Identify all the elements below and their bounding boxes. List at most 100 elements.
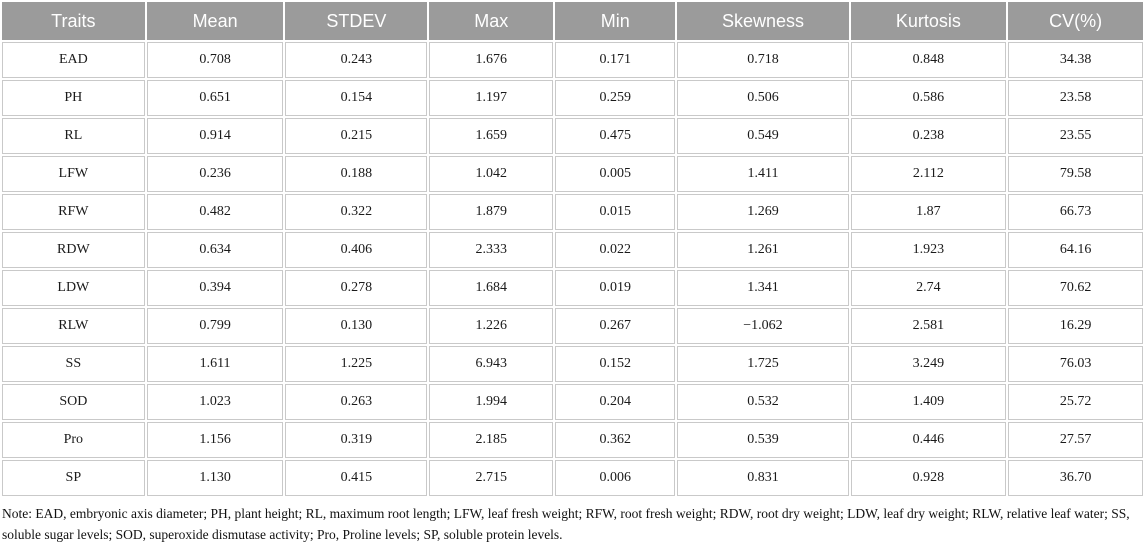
table-row: RDW 0.634 0.406 2.333 0.022 1.261 1.923 64.16 bbox=[2, 232, 1143, 268]
header-row: Traits Mean STDEV Max Min Skewness Kurto… bbox=[2, 2, 1143, 40]
value-cell: 1.023 bbox=[146, 384, 284, 420]
value-cell: 0.446 bbox=[850, 422, 1007, 458]
column-header-min: Min bbox=[555, 2, 676, 40]
value-cell: 64.16 bbox=[1008, 232, 1143, 268]
trait-cell: SOD bbox=[2, 384, 145, 420]
value-cell: 0.362 bbox=[555, 422, 676, 458]
value-cell: 0.267 bbox=[555, 308, 676, 344]
value-cell: 0.415 bbox=[285, 460, 428, 496]
value-cell: 23.55 bbox=[1008, 118, 1143, 154]
value-cell: 3.249 bbox=[850, 346, 1007, 382]
value-cell: 0.708 bbox=[146, 42, 284, 78]
value-cell: 1.994 bbox=[429, 384, 554, 420]
value-cell: 16.29 bbox=[1008, 308, 1143, 344]
value-cell: 0.634 bbox=[146, 232, 284, 268]
value-cell: 0.006 bbox=[555, 460, 676, 496]
column-header-traits: Traits bbox=[2, 2, 145, 40]
trait-cell: SS bbox=[2, 346, 145, 382]
value-cell: 76.03 bbox=[1008, 346, 1143, 382]
table-row: PH 0.651 0.154 1.197 0.259 0.506 0.586 23.58 bbox=[2, 80, 1143, 116]
value-cell: 1.261 bbox=[677, 232, 849, 268]
value-cell: 27.57 bbox=[1008, 422, 1143, 458]
value-cell: 0.005 bbox=[555, 156, 676, 192]
value-cell: 0.215 bbox=[285, 118, 428, 154]
trait-cell: RL bbox=[2, 118, 145, 154]
value-cell: 2.581 bbox=[850, 308, 1007, 344]
value-cell: 25.72 bbox=[1008, 384, 1143, 420]
value-cell: 1.042 bbox=[429, 156, 554, 192]
value-cell: 0.651 bbox=[146, 80, 284, 116]
value-cell: 0.586 bbox=[850, 80, 1007, 116]
trait-cell: RLW bbox=[2, 308, 145, 344]
value-cell: 1.684 bbox=[429, 270, 554, 306]
value-cell: 23.58 bbox=[1008, 80, 1143, 116]
table-row: Pro 1.156 0.319 2.185 0.362 0.539 0.446 27.57 bbox=[2, 422, 1143, 458]
value-cell: 1.409 bbox=[850, 384, 1007, 420]
value-cell: 1.197 bbox=[429, 80, 554, 116]
trait-cell: LFW bbox=[2, 156, 145, 192]
value-cell: 0.831 bbox=[677, 460, 849, 496]
trait-cell: Pro bbox=[2, 422, 145, 458]
value-cell: 2.333 bbox=[429, 232, 554, 268]
value-cell: 0.532 bbox=[677, 384, 849, 420]
trait-cell: RFW bbox=[2, 194, 145, 230]
column-header-mean: Mean bbox=[146, 2, 284, 40]
value-cell: 0.322 bbox=[285, 194, 428, 230]
value-cell: 79.58 bbox=[1008, 156, 1143, 192]
value-cell: 1.411 bbox=[677, 156, 849, 192]
table-row: LDW 0.394 0.278 1.684 0.019 1.341 2.74 70.62 bbox=[2, 270, 1143, 306]
value-cell: 0.319 bbox=[285, 422, 428, 458]
value-cell: 2.185 bbox=[429, 422, 554, 458]
trait-cell: RDW bbox=[2, 232, 145, 268]
value-cell: 6.943 bbox=[429, 346, 554, 382]
trait-cell: EAD bbox=[2, 42, 145, 78]
value-cell: 0.799 bbox=[146, 308, 284, 344]
table-row: EAD 0.708 0.243 1.676 0.171 0.718 0.848 34.38 bbox=[2, 42, 1143, 78]
table-row: SS 1.611 1.225 6.943 0.152 1.725 3.249 76.03 bbox=[2, 346, 1143, 382]
column-header-cv: CV(%) bbox=[1008, 2, 1143, 40]
value-cell: 1.226 bbox=[429, 308, 554, 344]
value-cell: 0.015 bbox=[555, 194, 676, 230]
table-row: RL 0.914 0.215 1.659 0.475 0.549 0.238 23.55 bbox=[2, 118, 1143, 154]
value-cell: 1.225 bbox=[285, 346, 428, 382]
table-row: SP 1.130 0.415 2.715 0.006 0.831 0.928 36.70 bbox=[2, 460, 1143, 496]
value-cell: 1.269 bbox=[677, 194, 849, 230]
value-cell: 0.188 bbox=[285, 156, 428, 192]
value-cell: 0.914 bbox=[146, 118, 284, 154]
value-cell: 0.475 bbox=[555, 118, 676, 154]
value-cell: 1.725 bbox=[677, 346, 849, 382]
value-cell: 34.38 bbox=[1008, 42, 1143, 78]
column-header-max: Max bbox=[429, 2, 554, 40]
value-cell: 1.156 bbox=[146, 422, 284, 458]
value-cell: −1.062 bbox=[677, 308, 849, 344]
value-cell: 0.259 bbox=[555, 80, 676, 116]
table-row: RFW 0.482 0.322 1.879 0.015 1.269 1.87 66.73 bbox=[2, 194, 1143, 230]
value-cell: 0.506 bbox=[677, 80, 849, 116]
value-cell: 0.539 bbox=[677, 422, 849, 458]
value-cell: 0.022 bbox=[555, 232, 676, 268]
trait-cell: SP bbox=[2, 460, 145, 496]
value-cell: 0.019 bbox=[555, 270, 676, 306]
value-cell: 0.406 bbox=[285, 232, 428, 268]
table-row: RLW 0.799 0.130 1.226 0.267 −1.062 2.581 16.29 bbox=[2, 308, 1143, 344]
value-cell: 1.923 bbox=[850, 232, 1007, 268]
table-body: EAD 0.708 0.243 1.676 0.171 0.718 0.848 34.38 PH… bbox=[2, 42, 1143, 496]
value-cell: 0.152 bbox=[555, 346, 676, 382]
value-cell: 1.611 bbox=[146, 346, 284, 382]
value-cell: 2.715 bbox=[429, 460, 554, 496]
value-cell: 1.130 bbox=[146, 460, 284, 496]
trait-cell: PH bbox=[2, 80, 145, 116]
column-header-kurtosis: Kurtosis bbox=[850, 2, 1007, 40]
table-row: LFW 0.236 0.188 1.042 0.005 1.411 2.112 79.58 bbox=[2, 156, 1143, 192]
value-cell: 0.848 bbox=[850, 42, 1007, 78]
value-cell: 0.130 bbox=[285, 308, 428, 344]
value-cell: 0.549 bbox=[677, 118, 849, 154]
table-row: SOD 1.023 0.263 1.994 0.204 0.532 1.409 25.72 bbox=[2, 384, 1143, 420]
value-cell: 0.243 bbox=[285, 42, 428, 78]
value-cell: 1.676 bbox=[429, 42, 554, 78]
value-cell: 1.659 bbox=[429, 118, 554, 154]
value-cell: 0.278 bbox=[285, 270, 428, 306]
value-cell: 1.87 bbox=[850, 194, 1007, 230]
value-cell: 1.879 bbox=[429, 194, 554, 230]
